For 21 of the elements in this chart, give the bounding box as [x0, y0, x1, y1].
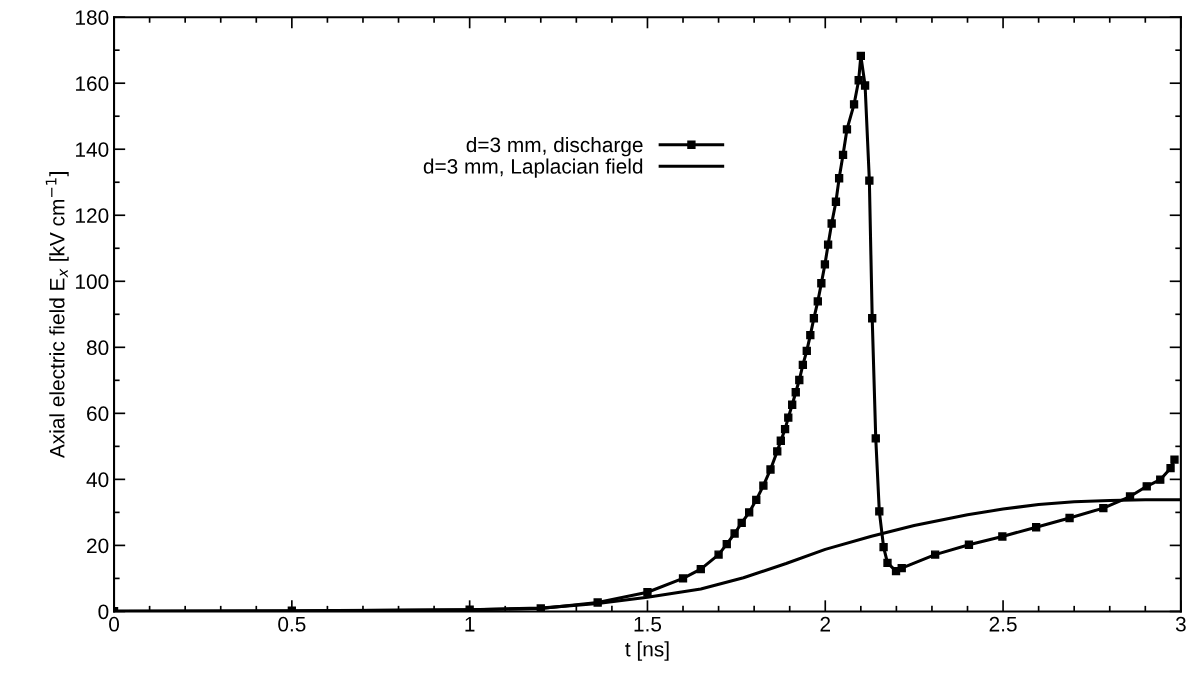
y-axis-title: Axial electric field E$_{x}$ [kV cm$^{−1}$]	[45, 172, 69, 459]
y-tick-label: 60	[87, 406, 109, 422]
y-tick-label: 100	[76, 274, 109, 290]
x-tick-label: 3	[1175, 616, 1186, 632]
y-tick-label: 160	[76, 76, 109, 91]
y-tick-label: 40	[86, 472, 109, 488]
x-tick-label: 1	[465, 617, 475, 632]
x-tick-label: 2	[820, 616, 831, 632]
x-axis-title: t [ns]	[625, 641, 669, 661]
x-tick-label: 2.5	[989, 616, 1017, 632]
x-tick-label: 1.5	[634, 617, 662, 632]
y-tick-label: 20	[87, 538, 109, 554]
x-tick-label: 0.5	[278, 616, 306, 632]
y-tick-label: 80	[86, 340, 109, 356]
y-tick-label: 120	[76, 208, 109, 224]
y-tick-label: 180	[76, 10, 109, 25]
legend-label: d=3 mm, discharge	[466, 136, 643, 157]
y-tick-label: 0	[98, 604, 109, 620]
x-tick-label: 0	[109, 616, 120, 632]
y-tick-label: 140	[76, 142, 109, 157]
legend-label: d=3 mm, Laplacian field	[423, 158, 643, 178]
